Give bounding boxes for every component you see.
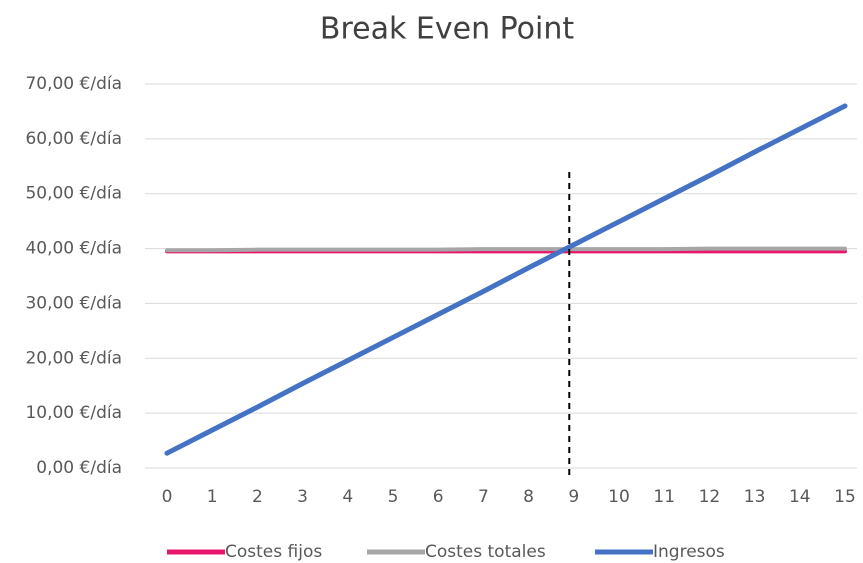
x-tick-label: 6	[433, 487, 444, 507]
x-tick-label: 5	[388, 487, 399, 507]
legend-label: Ingresos	[653, 542, 725, 562]
x-tick-label: 15	[834, 487, 856, 507]
y-tick-label: 20,00 €/día	[25, 348, 122, 368]
x-tick-label: 14	[789, 487, 811, 507]
legend-label: Costes totales	[425, 542, 546, 562]
x-tick-label: 10	[608, 487, 630, 507]
x-tick-label: 8	[523, 487, 534, 507]
x-tick-label: 4	[342, 487, 353, 507]
legend-label: Costes fijos	[225, 542, 322, 562]
x-tick-label: 11	[653, 487, 675, 507]
x-tick-label: 12	[699, 487, 721, 507]
x-tick-label: 3	[297, 487, 308, 507]
x-tick-label: 7	[478, 487, 489, 507]
y-tick-label: 40,00 €/día	[25, 239, 122, 259]
x-tick-label: 0	[162, 487, 173, 507]
x-tick-label: 9	[568, 487, 579, 507]
series-line	[164, 103, 848, 456]
y-tick-label: 30,00 €/día	[25, 293, 122, 313]
chart-title: Break Even Point	[320, 12, 574, 47]
y-tick-label: 0,00 €/día	[36, 458, 122, 478]
y-tick-label: 60,00 €/día	[25, 129, 122, 149]
x-tick-label: 1	[207, 487, 218, 507]
x-tick-label: 2	[252, 487, 263, 507]
series-line	[165, 246, 847, 253]
x-tick-label: 13	[744, 487, 766, 507]
y-tick-label: 50,00 €/día	[25, 184, 122, 204]
y-tick-label: 70,00 €/día	[25, 74, 122, 94]
y-tick-label: 10,00 €/día	[25, 403, 122, 423]
